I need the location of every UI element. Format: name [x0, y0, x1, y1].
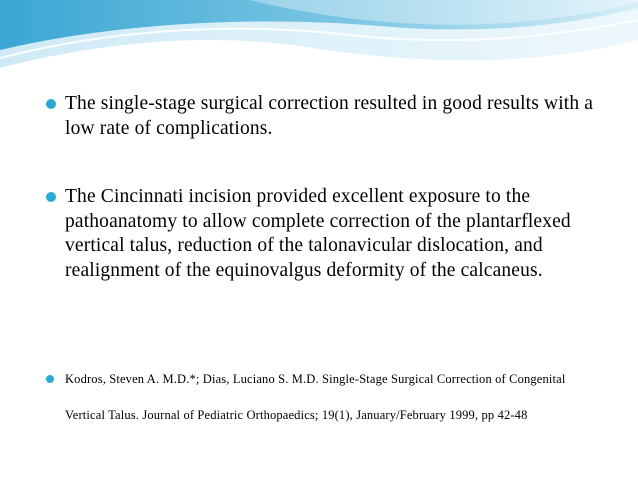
- bullet-dot-icon: [46, 375, 54, 383]
- wave-white-line: [0, 19, 638, 59]
- wave-accent: [250, 0, 638, 25]
- reference-line-2: Vertical Talus. Journal of Pediatric Ort…: [65, 408, 528, 422]
- bullet-dot-icon: [46, 99, 56, 109]
- bullet-text: The Cincinnati incision provided excelle…: [65, 186, 571, 281]
- bullet-text: The single-stage surgical correction res…: [65, 93, 594, 139]
- reference-text: Kodros, Steven A. M.D.*; Dias, Luciano S…: [65, 361, 616, 433]
- wave-dark: [0, 0, 638, 50]
- header-wave-decoration: [0, 0, 638, 68]
- bullet-dot-icon: [46, 192, 56, 202]
- reference-line-1: Kodros, Steven A. M.D.*; Dias, Luciano S…: [65, 372, 566, 386]
